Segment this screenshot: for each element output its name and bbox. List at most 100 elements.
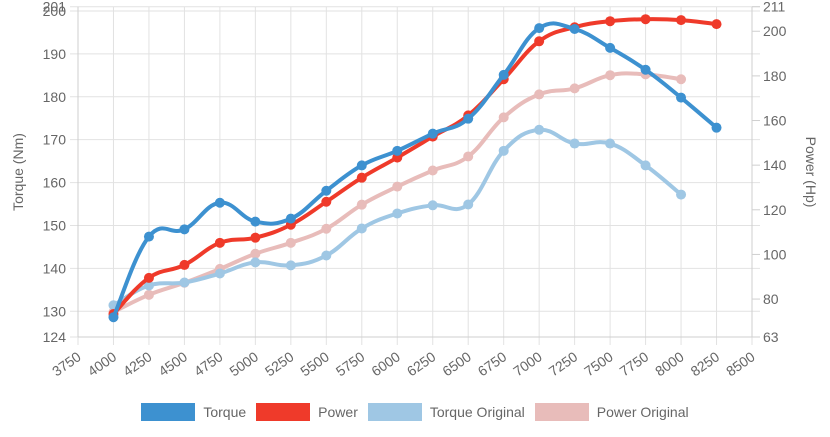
y-axis-title: Torque (Nm) — [10, 133, 26, 211]
legend-label: Power Original — [596, 404, 689, 420]
data-point[interactable] — [179, 277, 190, 288]
data-point[interactable] — [676, 74, 687, 85]
data-point[interactable] — [250, 257, 261, 268]
data-point[interactable] — [143, 289, 154, 300]
y-tick-label: 200 — [43, 3, 67, 19]
data-point[interactable] — [427, 128, 438, 139]
data-point[interactable] — [179, 259, 190, 270]
legend-label: Power — [318, 404, 358, 420]
data-point[interactable] — [463, 151, 474, 162]
data-point[interactable] — [534, 124, 545, 135]
data-point[interactable] — [285, 260, 296, 271]
x-tick-label: 7250 — [546, 348, 581, 379]
data-point[interactable] — [498, 112, 509, 123]
data-point[interactable] — [605, 70, 616, 81]
x-tick-label: 6500 — [439, 348, 474, 379]
legend-item-power-original[interactable]: Power Original — [534, 403, 689, 421]
data-point[interactable] — [250, 248, 261, 259]
data-point[interactable] — [569, 138, 580, 149]
data-point[interactable] — [321, 185, 332, 196]
x-tick-label: 6000 — [368, 348, 403, 379]
data-point[interactable] — [676, 15, 687, 26]
data-point[interactable] — [321, 196, 332, 207]
x-tick-label: 5250 — [262, 348, 297, 379]
data-point[interactable] — [605, 138, 616, 149]
legend-swatch — [367, 403, 422, 421]
y2-tick-label: 140 — [763, 157, 787, 173]
data-point[interactable] — [356, 223, 367, 234]
data-point[interactable] — [250, 216, 261, 227]
data-point[interactable] — [640, 14, 651, 25]
y-tick-label: 130 — [43, 303, 67, 319]
data-point[interactable] — [534, 36, 545, 47]
data-point[interactable] — [534, 89, 545, 100]
y2-tick-label: 63 — [763, 329, 779, 345]
y2-tick-label: 160 — [763, 113, 787, 129]
x-tick-label: 4250 — [120, 348, 155, 379]
series-power — [108, 14, 722, 320]
data-point[interactable] — [569, 83, 580, 94]
series-torque — [108, 21, 722, 323]
data-point[interactable] — [427, 165, 438, 176]
legend-item-torque-original[interactable]: Torque Original — [367, 403, 525, 421]
data-point[interactable] — [321, 223, 332, 234]
data-point[interactable] — [143, 231, 154, 242]
data-point[interactable] — [143, 280, 154, 291]
data-point[interactable] — [676, 92, 687, 103]
data-point[interactable] — [640, 160, 651, 171]
legend-swatch — [141, 403, 196, 421]
y2-tick-label: 120 — [763, 202, 787, 218]
y-tick-label: 124 — [43, 329, 67, 345]
data-point[interactable] — [214, 237, 225, 248]
data-point[interactable] — [214, 197, 225, 208]
data-point[interactable] — [392, 145, 403, 156]
data-point[interactable] — [676, 189, 687, 200]
y2-tick-label: 211 — [763, 0, 786, 15]
series-line — [111, 21, 719, 320]
data-point[interactable] — [427, 200, 438, 211]
data-point[interactable] — [640, 64, 651, 75]
series-torque-original — [108, 124, 687, 311]
data-point[interactable] — [463, 199, 474, 210]
legend-swatch — [534, 403, 589, 421]
data-point[interactable] — [534, 23, 545, 34]
x-tick-label: 5500 — [297, 348, 332, 379]
data-point[interactable] — [711, 19, 722, 30]
data-point[interactable] — [285, 237, 296, 248]
data-point[interactable] — [569, 24, 580, 35]
data-point[interactable] — [214, 268, 225, 279]
data-point[interactable] — [356, 199, 367, 210]
x-tick-label: 7000 — [510, 348, 545, 379]
x-tick-label: 3750 — [49, 348, 84, 379]
data-point[interactable] — [108, 312, 119, 323]
x-tick-label: 4750 — [191, 348, 226, 379]
data-point[interactable] — [605, 16, 616, 27]
data-point[interactable] — [285, 213, 296, 224]
x-tick-label: 6250 — [404, 348, 439, 379]
data-point[interactable] — [498, 145, 509, 156]
data-point[interactable] — [356, 172, 367, 183]
data-point[interactable] — [179, 224, 190, 235]
data-point[interactable] — [498, 69, 509, 80]
legend-item-torque[interactable]: Torque — [141, 403, 246, 421]
y2-axis-title: Power (Hp) — [803, 137, 819, 208]
data-point[interactable] — [356, 160, 367, 171]
grid — [70, 6, 760, 345]
legend-item-power[interactable]: Power — [256, 403, 358, 421]
y-tick-label: 190 — [43, 46, 67, 62]
data-point[interactable] — [463, 113, 474, 124]
legend-swatch — [256, 403, 311, 421]
x-tick-label: 5000 — [226, 348, 261, 379]
data-point[interactable] — [605, 42, 616, 53]
x-tick-label: 4500 — [155, 348, 190, 379]
data-point[interactable] — [711, 122, 722, 133]
x-tick-label: 8500 — [723, 348, 758, 379]
data-point[interactable] — [392, 181, 403, 192]
data-point[interactable] — [250, 232, 261, 243]
y2-tick-label: 100 — [763, 246, 787, 262]
legend-label: Torque Original — [429, 404, 525, 420]
x-tick-label: 4000 — [84, 348, 119, 379]
data-point[interactable] — [143, 272, 154, 283]
data-point[interactable] — [321, 250, 332, 261]
data-point[interactable] — [392, 208, 403, 219]
